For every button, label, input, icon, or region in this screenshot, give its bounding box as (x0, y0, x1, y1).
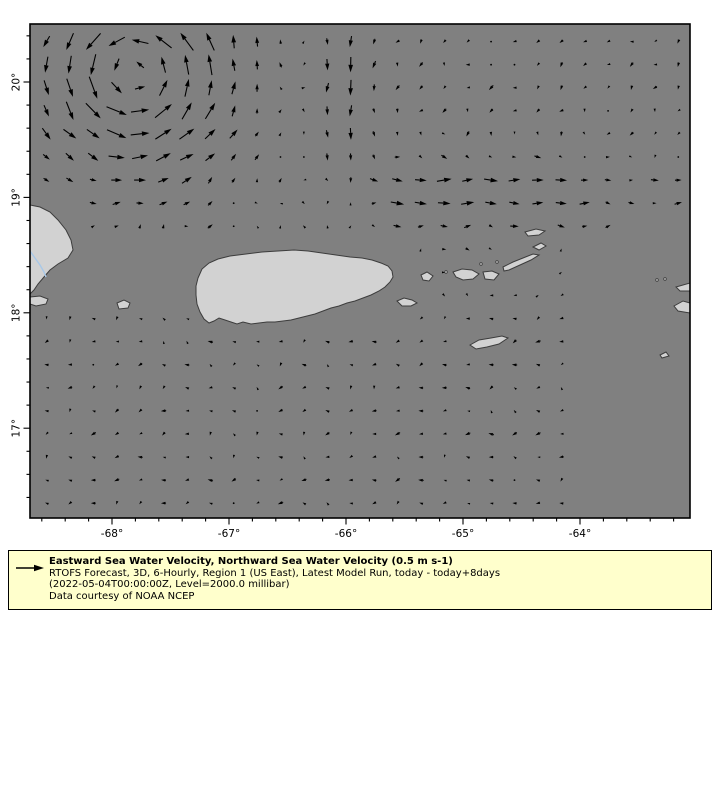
land-puerto-rico (195, 249, 394, 325)
land-saba (659, 351, 670, 359)
y-tick-label: 17° (11, 419, 23, 438)
quiver-arrows (41, 32, 682, 506)
legend-credit: Data courtesy of NOAA NCEP (49, 590, 195, 602)
islet (495, 260, 499, 264)
reference-arrow-icon (16, 564, 44, 572)
islet (663, 277, 667, 281)
map-border (29, 23, 691, 519)
x-axis (41, 518, 675, 525)
x-tick-label: -64° (569, 528, 591, 540)
y-tick-label: 20° (11, 73, 23, 92)
land-tortola (502, 253, 541, 272)
land-saona (30, 295, 49, 307)
islet (655, 278, 659, 282)
velocity-quiver-map: -68° -67° -66° -65° -64° 17° 18° 19° 20° (11, 23, 691, 540)
land-hispaniola (30, 204, 74, 295)
river (30, 250, 47, 278)
legend-run-info: (2022-05-04T00:00:00Z, Level=2000.0 mill… (49, 579, 290, 590)
land-anegada (524, 228, 547, 237)
land-st-croix (469, 335, 510, 350)
x-tick-label: -66° (335, 528, 357, 540)
y-tick-label: 19° (11, 188, 23, 207)
land-anguilla (675, 282, 690, 292)
land-group (30, 204, 690, 359)
land-culebra (420, 271, 434, 282)
land-st-thomas (452, 268, 480, 281)
y-axis (23, 35, 30, 498)
land-vieques (396, 297, 419, 307)
legend-box: Eastward Sea Water Velocity, Northward S… (8, 550, 712, 610)
y-tick-label: 18° (11, 303, 23, 322)
land-mona (116, 299, 131, 310)
x-tick-label: -65° (452, 528, 474, 540)
islet (444, 270, 448, 274)
x-tick-label: -67° (218, 528, 240, 540)
land-st-john (482, 270, 500, 281)
land-st-martin (673, 300, 690, 314)
legend-text: Eastward Sea Water Velocity, Northward S… (49, 556, 500, 602)
land-virgin-gorda (531, 242, 547, 251)
x-tick-label: -68° (101, 528, 123, 540)
legend-title: Eastward Sea Water Velocity, Northward S… (49, 556, 453, 567)
axis-tick-labels: -68° -67° -66° -65° -64° 17° 18° 19° 20° (11, 73, 592, 540)
legend-subtitle: RTOFS Forecast, 3D, 6-Hourly, Region 1 (… (49, 567, 501, 579)
islet (479, 262, 483, 266)
